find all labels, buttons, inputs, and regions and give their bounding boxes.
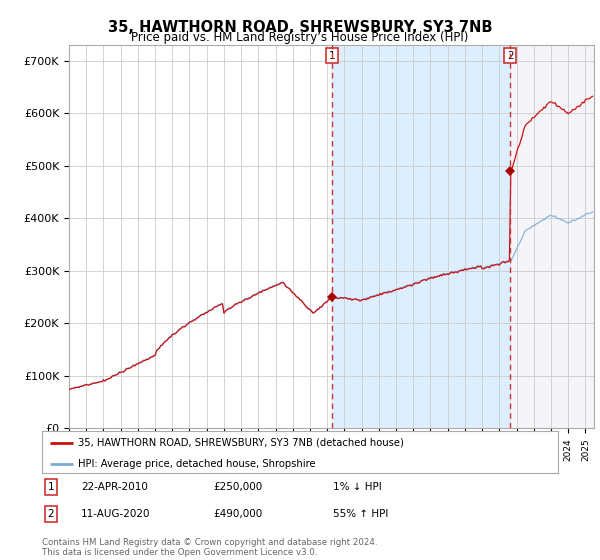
Text: 2: 2 [47,509,55,519]
Text: HPI: Average price, detached house, Shropshire: HPI: Average price, detached house, Shro… [78,459,316,469]
Text: 35, HAWTHORN ROAD, SHREWSBURY, SY3 7NB (detached house): 35, HAWTHORN ROAD, SHREWSBURY, SY3 7NB (… [78,438,404,448]
Text: Contains HM Land Registry data © Crown copyright and database right 2024.
This d: Contains HM Land Registry data © Crown c… [42,538,377,557]
Text: 22-APR-2010: 22-APR-2010 [81,482,148,492]
Text: 1: 1 [47,482,55,492]
Text: 2: 2 [507,50,514,60]
Text: 35, HAWTHORN ROAD, SHREWSBURY, SY3 7NB: 35, HAWTHORN ROAD, SHREWSBURY, SY3 7NB [108,20,492,35]
Bar [510,45,594,428]
Bar [332,45,510,428]
Text: £250,000: £250,000 [213,482,262,492]
Text: 55% ↑ HPI: 55% ↑ HPI [333,509,388,519]
Text: 11-AUG-2020: 11-AUG-2020 [81,509,151,519]
Text: 1% ↓ HPI: 1% ↓ HPI [333,482,382,492]
Text: 1: 1 [329,50,335,60]
Text: £490,000: £490,000 [213,509,262,519]
Text: Price paid vs. HM Land Registry’s House Price Index (HPI): Price paid vs. HM Land Registry’s House … [131,31,469,44]
